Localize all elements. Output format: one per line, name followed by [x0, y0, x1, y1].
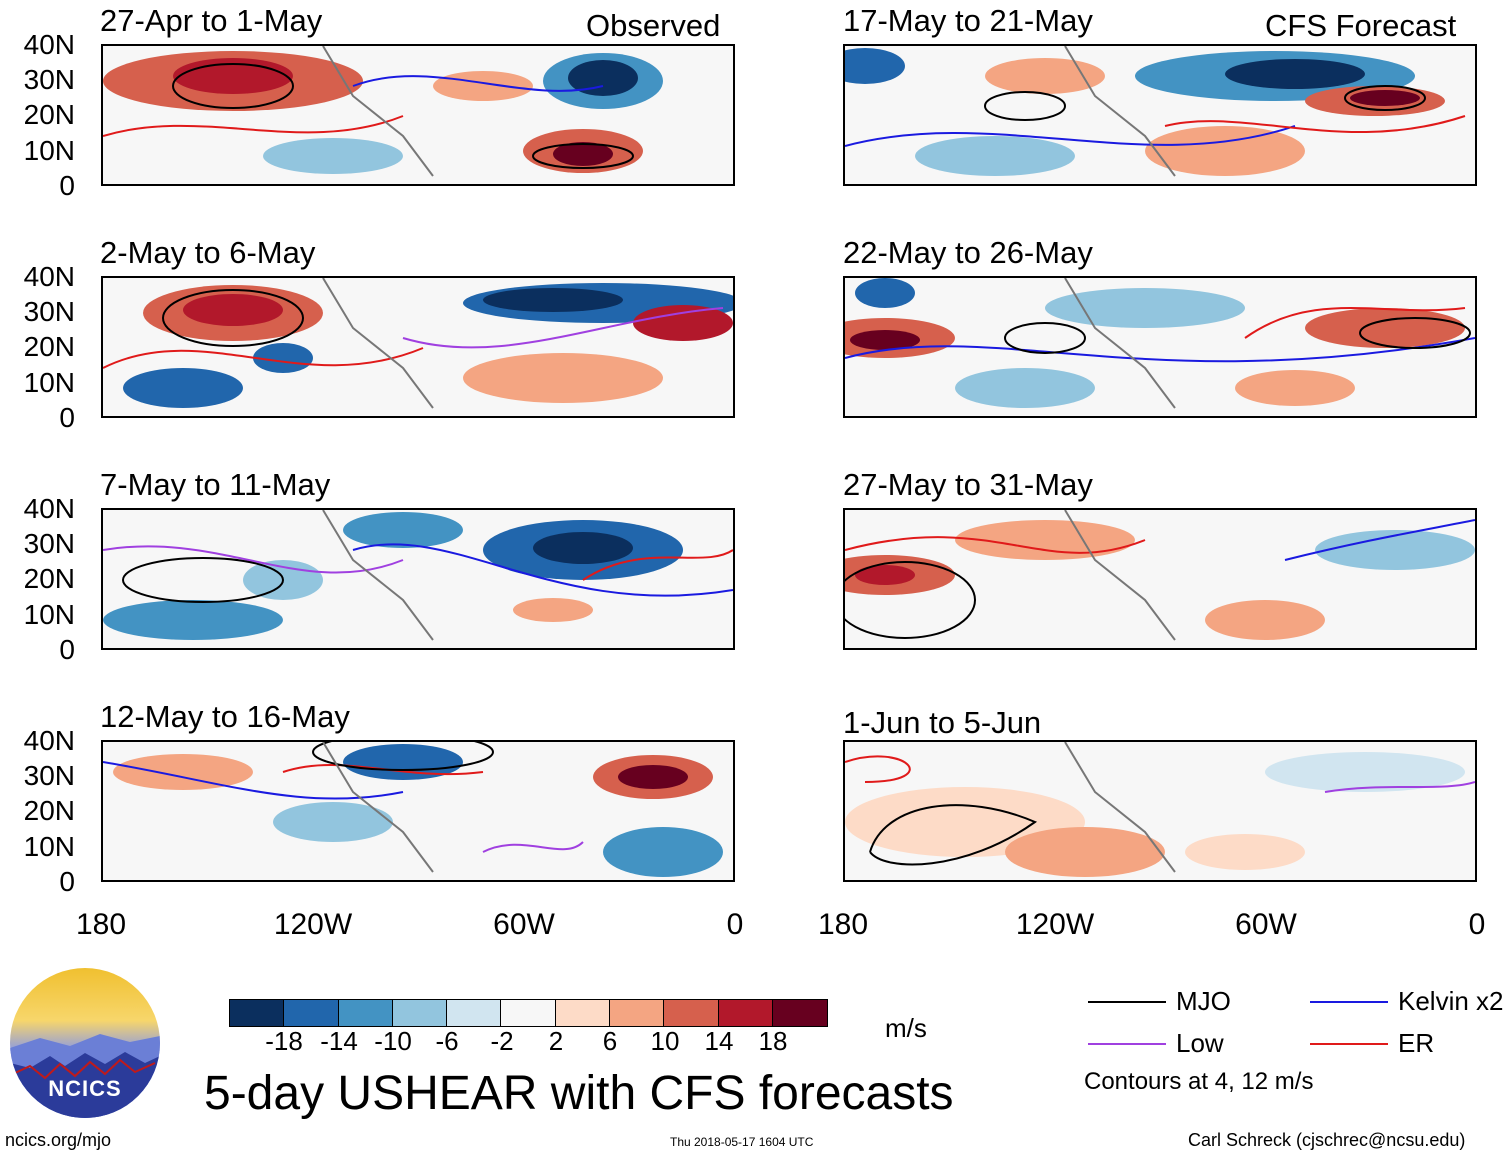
xtick-left-0: 0 [726, 908, 744, 941]
colorbar-swatch-1 [230, 1000, 285, 1026]
legend-mjo-line [1088, 1000, 1166, 1003]
panel-title-3: 2-May to 6-May [100, 235, 316, 270]
colorbar-tick-7: 6 [602, 1026, 618, 1056]
ncics-logo: NCICS [10, 968, 160, 1118]
map-panel-2 [843, 44, 1477, 186]
colorbar-swatch-6 [501, 1000, 556, 1026]
colorbar-tick-3: -10 [374, 1026, 412, 1056]
xtick-right-180: 180 [817, 908, 869, 941]
legend-mjo-label: MJO [1176, 986, 1231, 1016]
panel-title-8: 1-Jun to 5-Jun [843, 705, 1042, 740]
ytick-p7-40n: 40N [23, 725, 75, 756]
legend-kelvin-line [1310, 1000, 1388, 1003]
colorbar-swatch-4 [392, 1000, 448, 1026]
colorbar-swatch-5 [447, 1000, 502, 1026]
ytick-p5-40n: 40N [23, 493, 75, 524]
map-panel-3 [101, 276, 735, 418]
xtick-right-60w: 60W [1235, 908, 1297, 941]
legend-low-label: Low [1176, 1028, 1224, 1058]
footer-author: Carl Schreck (cjschrec@ncsu.edu) [1188, 1130, 1466, 1150]
map-panel-6 [843, 508, 1477, 650]
ytick-p7-20n: 20N [23, 795, 75, 826]
footer-website[interactable]: ncics.org/mjo [5, 1130, 112, 1150]
ytick-p5-0: 0 [59, 634, 75, 665]
ytick-p3-10n: 10N [23, 367, 75, 398]
xtick-left-120w: 120W [273, 908, 353, 941]
panel-title-1: 27-Apr to 1-May [100, 3, 323, 38]
colorbar [229, 999, 829, 1027]
ytick-p7-30n: 30N [23, 760, 75, 791]
panel-title-5: 7-May to 11-May [100, 467, 331, 502]
legend-low-line [1088, 1042, 1166, 1045]
ytick-p1-0: 0 [59, 170, 75, 201]
legend-kelvin: Kelvin x2 [1310, 986, 1504, 1017]
main-title: 5-day USHEAR with CFS forecasts [204, 1067, 954, 1120]
legend-note: Contours at 4, 12 m/s [1084, 1068, 1314, 1095]
panel-title-6: 27-May to 31-May [843, 467, 1093, 502]
ytick-p1-30n: 30N [23, 64, 75, 95]
ytick-p5-10n: 10N [23, 599, 75, 630]
xtick-right-120w: 120W [1015, 908, 1095, 941]
xtick-left-180: 180 [75, 908, 127, 941]
colorbar-swatch-3 [338, 1000, 393, 1026]
xtick-right-0: 0 [1468, 908, 1486, 941]
ytick-p7-0: 0 [59, 866, 75, 897]
colorbar-swatch-9 [664, 1000, 719, 1026]
colorbar-tick-4: -6 [435, 1026, 459, 1056]
colorbar-swatch-8 [610, 1000, 665, 1026]
ytick-p3-40n: 40N [23, 261, 75, 292]
ytick-p5-30n: 30N [23, 528, 75, 559]
colorbar-tick-9: 14 [704, 1026, 734, 1056]
map-panel-8 [843, 740, 1477, 882]
colorbar-tick-8: 10 [650, 1026, 680, 1056]
cfs-forecast-label: CFS Forecast [1265, 8, 1457, 43]
footer-timestamp: Thu 2018-05-17 1604 UTC [670, 1135, 814, 1149]
colorbar-units: m/s [885, 1013, 927, 1043]
observed-label: Observed [586, 8, 721, 43]
ytick-p7-10n: 10N [23, 831, 75, 862]
map-panel-4 [843, 276, 1477, 418]
legend-er-line [1310, 1042, 1388, 1045]
legend-mjo: MJO [1088, 986, 1231, 1017]
colorbar-tick-2: -14 [320, 1026, 358, 1056]
colorbar-tick-6: 2 [548, 1026, 564, 1056]
ytick-p1-10n: 10N [23, 135, 75, 166]
colorbar-swatch-7 [555, 1000, 611, 1026]
colorbar-tick-5: -2 [490, 1026, 514, 1056]
ytick-p3-30n: 30N [23, 296, 75, 327]
ytick-p3-20n: 20N [23, 331, 75, 362]
legend-er: ER [1310, 1028, 1434, 1059]
ytick-p3-0: 0 [59, 402, 75, 433]
map-panel-1 [101, 44, 735, 186]
xtick-left-60w: 60W [493, 908, 555, 941]
colorbar-swatch-10 [718, 1000, 773, 1026]
legend-er-label: ER [1398, 1028, 1435, 1058]
ytick-p1-20n: 20N [23, 99, 75, 130]
colorbar-tick-1: -18 [265, 1026, 303, 1056]
map-panel-7 [101, 740, 735, 882]
ytick-p5-20n: 20N [23, 563, 75, 594]
ytick-p1-40n: 40N [23, 29, 75, 60]
colorbar-tick-10: 18 [758, 1026, 788, 1056]
legend-kelvin-label: Kelvin x2 [1398, 986, 1504, 1016]
legend-low: Low [1088, 1028, 1224, 1059]
panel-title-7: 12-May to 16-May [100, 699, 350, 734]
logo-text: NCICS [48, 1076, 122, 1101]
colorbar-swatch-11 [772, 1000, 828, 1026]
colorbar-swatch-2 [284, 1000, 339, 1026]
panel-title-2: 17-May to 21-May [843, 3, 1093, 38]
map-panel-5 [101, 508, 735, 650]
panel-title-4: 22-May to 26-May [843, 235, 1093, 270]
